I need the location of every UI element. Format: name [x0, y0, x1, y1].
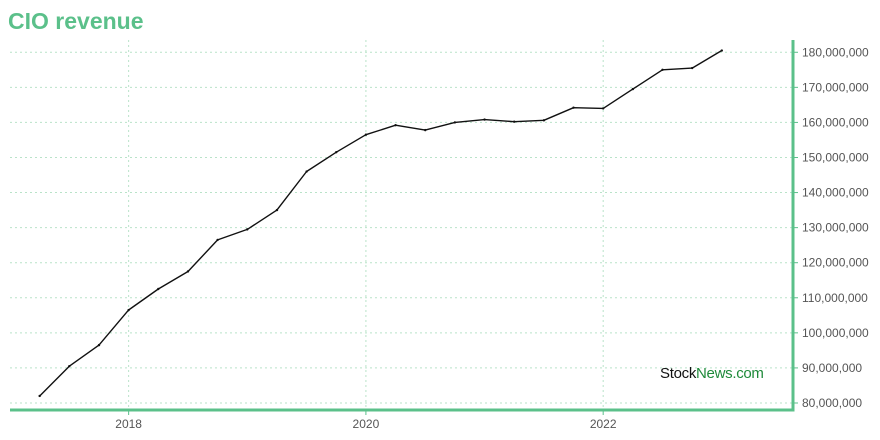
- data-point: [335, 151, 338, 154]
- data-point: [38, 394, 41, 398]
- y-tick-label: 160,000,000: [802, 115, 869, 129]
- series-layer: [38, 49, 724, 398]
- grid-lines: [10, 40, 793, 410]
- y-tick-label: 100,000,000: [802, 326, 869, 340]
- data-point: [186, 270, 190, 273]
- y-axis-ticks: 80,000,000 90,000,000 100,000,000 110,000,0…: [793, 45, 869, 410]
- watermark-news: News.com: [696, 365, 764, 382]
- data-point: [513, 120, 516, 123]
- x-tick-label: 2022: [590, 417, 617, 431]
- x-tick-label: 2020: [353, 417, 380, 431]
- chart-title: CIO revenue: [8, 8, 144, 34]
- data-point: [601, 107, 605, 110]
- data-point: [97, 343, 101, 347]
- y-tick-label: 120,000,000: [802, 256, 869, 270]
- x-tick-label: 2018: [115, 417, 142, 431]
- watermark-stock: Stock: [660, 365, 697, 382]
- data-point: [68, 364, 71, 368]
- y-tick-label: 150,000,000: [802, 150, 869, 164]
- watermark: StockNews.com: [660, 365, 764, 382]
- y-tick-label: 110,000,000: [802, 291, 868, 305]
- data-point: [453, 121, 457, 124]
- data-point: [275, 208, 279, 212]
- y-tick-label: 80,000,000: [802, 396, 862, 410]
- data-point: [394, 124, 397, 127]
- data-point: [305, 170, 308, 173]
- y-tick-label: 140,000,000: [802, 186, 869, 200]
- data-point: [720, 49, 724, 52]
- data-point: [364, 133, 368, 136]
- data-point: [572, 106, 575, 109]
- data-point: [127, 308, 130, 312]
- y-tick-label: 90,000,000: [802, 361, 862, 375]
- x-axis-ticks: 2018 2020 2022: [115, 410, 617, 431]
- y-tick-label: 170,000,000: [802, 80, 869, 94]
- data-point: [483, 118, 486, 121]
- data-point: [216, 238, 219, 242]
- data-point: [631, 87, 635, 91]
- data-point: [690, 66, 694, 70]
- data-point: [661, 68, 664, 72]
- y-tick-label: 130,000,000: [802, 221, 869, 235]
- data-point: [246, 228, 249, 231]
- data-point: [542, 119, 546, 122]
- y-tick-label: 180,000,000: [802, 45, 869, 59]
- data-point: [157, 287, 160, 291]
- axes: [10, 40, 795, 412]
- data-point: [424, 128, 427, 132]
- revenue-series-line: [39, 49, 723, 397]
